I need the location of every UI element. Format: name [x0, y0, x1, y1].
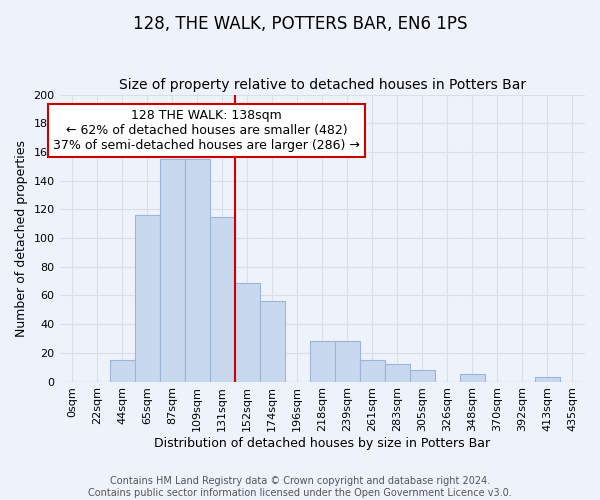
Bar	[535, 378, 560, 382]
Text: 128, THE WALK, POTTERS BAR, EN6 1PS: 128, THE WALK, POTTERS BAR, EN6 1PS	[133, 15, 467, 33]
Bar	[160, 159, 185, 382]
Bar	[460, 374, 485, 382]
Title: Size of property relative to detached houses in Potters Bar: Size of property relative to detached ho…	[119, 78, 526, 92]
Text: 128 THE WALK: 138sqm
← 62% of detached houses are smaller (482)
37% of semi-deta: 128 THE WALK: 138sqm ← 62% of detached h…	[53, 109, 360, 152]
Bar	[410, 370, 435, 382]
Y-axis label: Number of detached properties: Number of detached properties	[15, 140, 28, 336]
Bar	[134, 215, 160, 382]
X-axis label: Distribution of detached houses by size in Potters Bar: Distribution of detached houses by size …	[154, 437, 490, 450]
Text: Contains HM Land Registry data © Crown copyright and database right 2024.
Contai: Contains HM Land Registry data © Crown c…	[88, 476, 512, 498]
Bar	[235, 282, 260, 382]
Bar	[110, 360, 134, 382]
Bar	[385, 364, 410, 382]
Bar	[360, 360, 385, 382]
Bar	[310, 342, 335, 382]
Bar	[335, 342, 360, 382]
Bar	[209, 216, 235, 382]
Bar	[260, 301, 285, 382]
Bar	[185, 159, 209, 382]
